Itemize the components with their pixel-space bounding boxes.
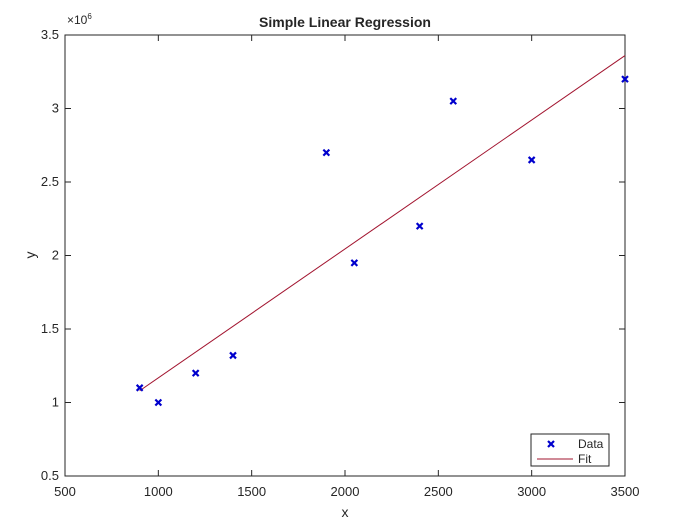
x-tick-label: 2500	[424, 484, 453, 499]
legend-data-marker	[547, 440, 555, 448]
y-tick-label: 3	[52, 101, 59, 116]
y-axis-exponent-power: 6	[87, 12, 92, 21]
y-tick-label: 2.5	[41, 174, 59, 189]
data-point-stroke	[135, 384, 144, 392]
x-axis-ticks: 500 1000 1500 2000 2500 3000 3500	[54, 35, 639, 499]
x-tick-label: 1500	[237, 484, 266, 499]
fit-line	[139, 55, 626, 392]
y-axis-ticks: 0.5 1 1.5 2 2.5 3 3.5	[41, 27, 625, 483]
data-point-1	[135, 384, 144, 392]
chart-title: Simple Linear Regression	[259, 14, 431, 30]
data-point-stroke	[322, 148, 331, 157]
x-tick-label: 1000	[144, 484, 173, 499]
data-point-6	[350, 259, 359, 267]
data-point-8	[449, 97, 458, 105]
y-tick-label: 0.5	[41, 468, 59, 483]
legend: Data Fit	[530, 433, 610, 467]
data-point-10	[621, 75, 629, 83]
legend-box	[530, 433, 610, 467]
data-point-2	[154, 398, 163, 407]
data-point-stroke	[350, 259, 359, 267]
y-axis-exponent-base: ×10	[67, 13, 88, 27]
y-tick-label: 1	[52, 395, 59, 410]
data-point-stroke	[449, 97, 458, 105]
y-tick-label: 2	[52, 248, 59, 263]
x-tick-label: 3500	[611, 484, 640, 499]
data-point-stroke	[229, 351, 237, 360]
x-axis-label: x	[342, 504, 349, 520]
data-points-layer	[135, 75, 629, 407]
y-tick-label: 1.5	[41, 321, 59, 336]
legend-data-label: Data	[578, 437, 604, 451]
y-tick-label: 3.5	[41, 27, 59, 42]
data-point-stroke	[415, 222, 424, 230]
data-point-4	[229, 351, 237, 360]
data-point-3	[191, 369, 200, 377]
data-point-9	[527, 156, 536, 164]
data-point-5	[322, 148, 331, 157]
data-point-stroke	[621, 75, 629, 83]
x-tick-label: 2000	[331, 484, 360, 499]
x-tick-label: 3000	[517, 484, 546, 499]
data-point-stroke	[154, 398, 163, 407]
x-tick-label: 500	[54, 484, 76, 499]
data-point-7	[415, 222, 424, 230]
plot-area	[64, 34, 626, 477]
legend-fit-label: Fit	[578, 452, 592, 466]
fit-line-layer	[139, 55, 626, 392]
data-point-stroke	[191, 369, 200, 377]
y-axis-label: y	[22, 252, 38, 259]
data-point-stroke	[527, 156, 536, 164]
y-axis-exponent: ×106	[67, 12, 92, 27]
